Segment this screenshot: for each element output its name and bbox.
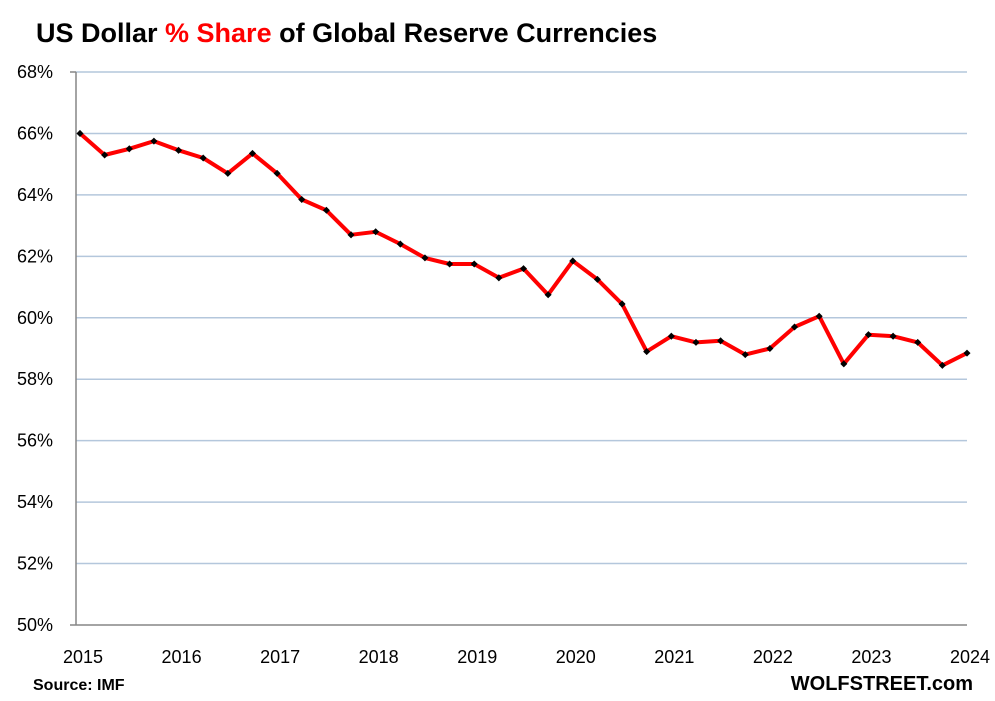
data-point <box>372 228 380 236</box>
data-point <box>101 151 109 159</box>
data-point <box>569 257 577 265</box>
source-label: Source: IMF <box>33 677 125 694</box>
chart-title: US Dollar % Share of Global Reserve Curr… <box>36 18 657 49</box>
y-tick-label: 62% <box>17 246 53 266</box>
x-tick-label: 2022 <box>753 647 793 667</box>
y-tick-label: 66% <box>17 123 53 143</box>
data-point <box>421 254 429 262</box>
data-point <box>938 361 946 369</box>
data-point <box>963 349 971 357</box>
y-tick-label: 52% <box>17 554 53 574</box>
data-point <box>273 169 281 177</box>
data-point <box>76 129 84 137</box>
y-tick-label: 64% <box>17 185 53 205</box>
data-point <box>815 312 823 320</box>
data-point <box>446 260 454 268</box>
data-point <box>864 331 872 339</box>
y-tick-label: 54% <box>17 492 53 512</box>
data-point <box>741 351 749 359</box>
data-point <box>914 338 922 346</box>
x-tick-label: 2017 <box>260 647 300 667</box>
data-point <box>396 240 404 248</box>
data-point <box>347 231 355 239</box>
data-point <box>298 195 306 204</box>
x-tick-label: 2024 <box>950 647 990 667</box>
x-tick-label: 2021 <box>654 647 694 667</box>
x-tick-label: 2018 <box>359 647 399 667</box>
data-point <box>544 291 552 299</box>
data-point <box>618 300 626 308</box>
data-point <box>175 146 183 154</box>
data-point <box>322 206 330 214</box>
title-highlight: % Share <box>165 18 272 48</box>
series-line <box>78 131 968 368</box>
data-point <box>790 323 799 331</box>
data-point <box>840 360 848 368</box>
data-point <box>766 344 774 353</box>
y-tick-label: 58% <box>17 369 53 389</box>
data-point <box>224 169 232 177</box>
x-tick-label: 2023 <box>851 647 891 667</box>
data-point <box>692 338 700 346</box>
x-tick-label: 2015 <box>63 647 103 667</box>
data-point <box>150 137 158 145</box>
x-tick-label: 2016 <box>162 647 202 667</box>
title-part2: of Global Reserve Currencies <box>271 18 658 48</box>
data-point <box>470 260 478 268</box>
y-tick-label: 60% <box>17 308 53 328</box>
data-point <box>199 154 207 162</box>
data-point <box>643 348 651 356</box>
y-tick-label: 68% <box>17 62 53 82</box>
data-point <box>889 332 897 340</box>
brand-label: WOLFSTREET.com <box>790 673 973 695</box>
data-point <box>495 274 503 282</box>
data-point <box>519 265 528 273</box>
x-tick-label: 2019 <box>457 647 497 667</box>
x-tick-label: 2020 <box>556 647 596 667</box>
data-point <box>667 332 675 340</box>
data-point <box>717 337 725 345</box>
data-point <box>248 149 257 157</box>
y-tick-label: 56% <box>17 431 53 451</box>
data-point <box>593 275 601 283</box>
y-tick-label: 50% <box>17 615 53 635</box>
title-part1: US Dollar <box>36 18 166 48</box>
